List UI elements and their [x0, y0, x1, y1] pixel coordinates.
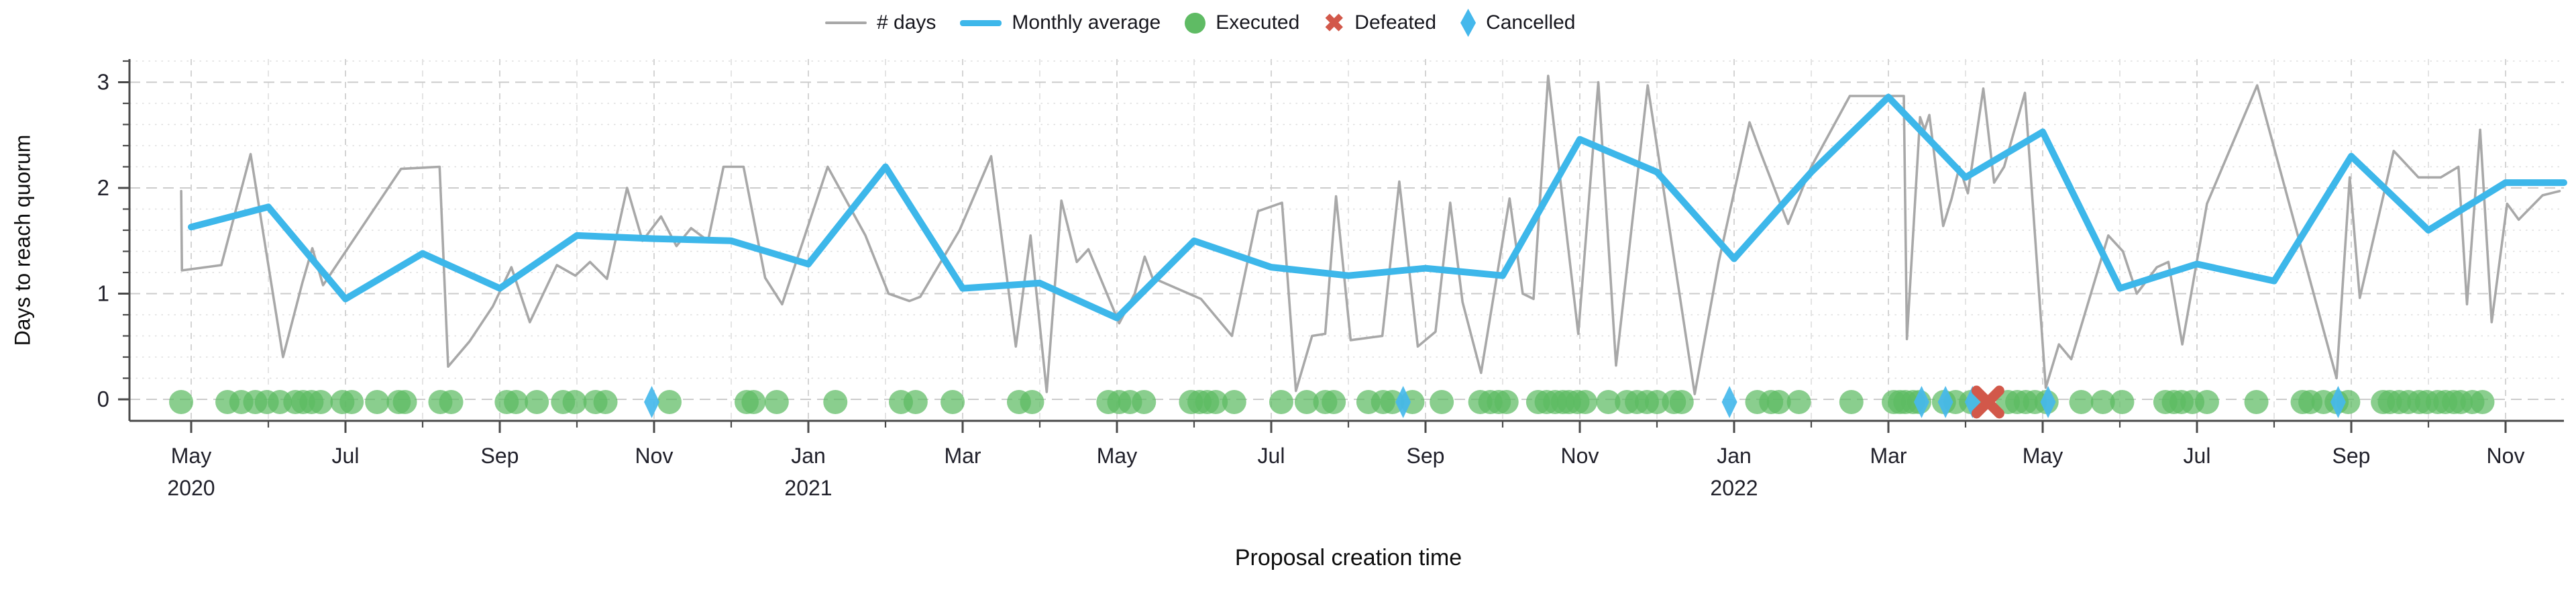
executed-marker — [1766, 390, 1791, 414]
x-tick-label: May — [2023, 444, 2063, 468]
executed-marker — [2110, 390, 2135, 414]
x-tick-label: Jan — [791, 444, 826, 468]
executed-marker — [2090, 390, 2115, 414]
executed-marker — [1020, 390, 1044, 414]
x-tick-label: Nov — [635, 444, 674, 468]
days-line-icon — [825, 21, 867, 24]
legend-label: Executed — [1216, 11, 1300, 34]
executed-marker — [1573, 390, 1598, 414]
executed-marker — [1132, 390, 1157, 414]
executed-marker — [657, 390, 682, 414]
y-tick-label: 0 — [97, 387, 109, 411]
x-tick-label: May — [171, 444, 211, 468]
executed-marker — [504, 390, 529, 414]
y-tick-label: 1 — [97, 281, 109, 306]
x-tick-year-label: 2022 — [1710, 476, 1758, 500]
monthly-average-line — [188, 93, 2567, 321]
defeated-marker — [1971, 385, 2004, 419]
x-axis-title: Proposal creation time — [1234, 545, 1462, 570]
x-tick-label: Jul — [2184, 444, 2211, 468]
x-tick-label: Jul — [332, 444, 360, 468]
executed-marker — [1294, 390, 1319, 414]
monthly-average-line-icon — [960, 19, 1002, 26]
legend-label: Cancelled — [1486, 11, 1576, 34]
executed-marker — [169, 390, 194, 414]
executed-marker — [2194, 390, 2219, 414]
x-tick-label: Sep — [481, 444, 519, 468]
x-tick-label: Sep — [2332, 444, 2371, 468]
executed-marker — [439, 390, 464, 414]
cancelled-diamond-icon — [1460, 9, 1477, 37]
x-tick-label: Mar — [1870, 444, 1907, 468]
executed-marker — [1322, 390, 1346, 414]
x-tick-label: Sep — [1407, 444, 1445, 468]
executed-marker — [1269, 390, 1293, 414]
executed-dot-icon — [1185, 12, 1206, 34]
x-tick-label: Jul — [1258, 444, 1285, 468]
cancelled-marker — [1937, 386, 1953, 418]
executed-marker — [309, 390, 333, 414]
executed-marker — [764, 390, 789, 414]
legend-label: Defeated — [1354, 11, 1437, 34]
legend-item-defeated: ✖ Defeated — [1324, 11, 1436, 36]
executed-marker — [1494, 390, 1519, 414]
legend-item-cancelled: Cancelled — [1460, 9, 1575, 37]
executed-marker — [741, 390, 766, 414]
cancelled-marker — [2040, 386, 2056, 418]
executed-marker — [941, 390, 965, 414]
cancelled-marker — [1913, 386, 1929, 418]
executed-marker — [562, 390, 587, 414]
executed-marker — [903, 390, 928, 414]
executed-marker — [1669, 390, 1694, 414]
tick-labels: 0 1 2 3 May 2020 Jul Sep Nov Jan 2021 Mar May Jul Sep N… — [97, 70, 2525, 501]
legend-label: Monthly average — [1012, 11, 1161, 34]
cancelled-marker — [1721, 386, 1737, 418]
y-tick-label: 2 — [97, 175, 109, 200]
x-tick-label: Mar — [944, 444, 981, 468]
defeated-x-icon: ✖ — [1324, 9, 1345, 37]
cancelled-marker — [2330, 386, 2346, 418]
executed-marker — [2470, 390, 2495, 414]
executed-marker — [1645, 390, 1669, 414]
x-tick-year-label: 2020 — [167, 476, 215, 500]
executed-marker — [525, 390, 549, 414]
executed-marker — [365, 390, 390, 414]
days-line — [180, 74, 2561, 395]
executed-marker — [1222, 390, 1246, 414]
executed-marker — [339, 390, 364, 414]
executed-marker — [1786, 390, 1811, 414]
legend-item-executed: Executed — [1185, 11, 1299, 34]
x-tick-year-label: 2021 — [784, 476, 832, 500]
legend-item-monthly-average: Monthly average — [960, 11, 1161, 34]
executed-marker — [2069, 390, 2094, 414]
executed-marker — [823, 390, 848, 414]
y-tick-label: 3 — [97, 70, 109, 95]
executed-marker — [392, 390, 417, 414]
axes — [118, 59, 2564, 433]
legend-label: # days — [877, 11, 936, 34]
legend-item-days: # days — [825, 11, 936, 34]
x-tick-label: Nov — [2487, 444, 2525, 468]
cancelled-marker — [644, 386, 660, 418]
x-tick-label: May — [1097, 444, 1137, 468]
executed-marker — [1430, 390, 1454, 414]
executed-marker — [2244, 390, 2269, 414]
y-axis-title: Days to reach quorum — [10, 134, 35, 346]
chart-legend: # days Monthly average Executed ✖ Defeat… — [825, 7, 1575, 39]
cancelled-marker — [1395, 386, 1411, 418]
executed-marker — [1596, 390, 1621, 414]
status-markers — [169, 385, 2495, 419]
gridlines — [129, 59, 2564, 421]
executed-marker — [1839, 390, 1864, 414]
executed-marker — [1203, 390, 1228, 414]
x-tick-label: Nov — [1561, 444, 1599, 468]
executed-marker — [593, 390, 618, 414]
x-tick-label: Jan — [1717, 444, 1752, 468]
